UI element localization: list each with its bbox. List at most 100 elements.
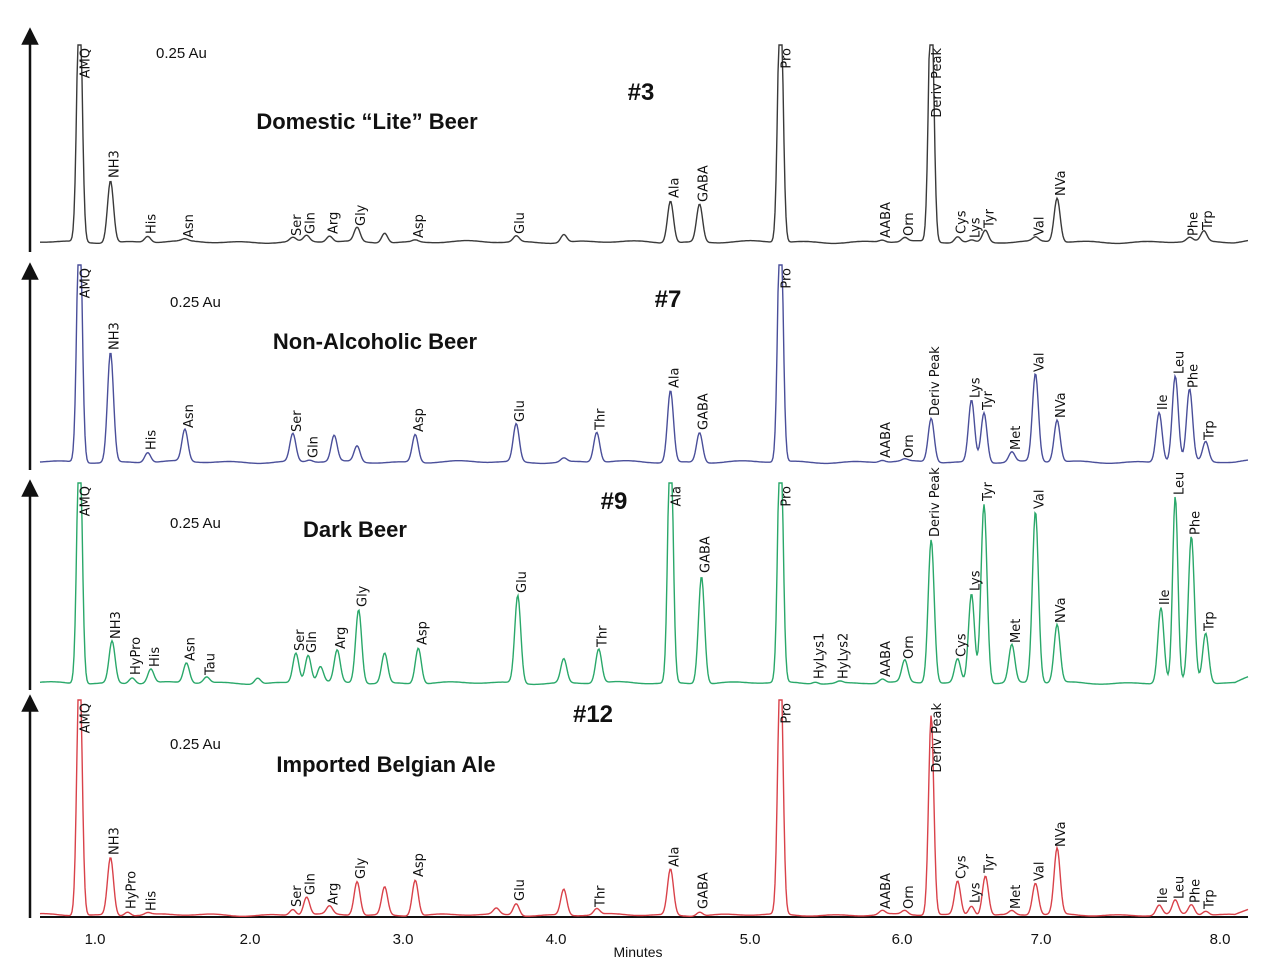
x-tick-label: 6.0 xyxy=(892,931,913,948)
peak-label: Ala xyxy=(667,368,682,388)
x-tick-label: 5.0 xyxy=(740,931,761,948)
peak-label: NVa xyxy=(1054,392,1069,418)
peak-label: AABA xyxy=(879,202,894,238)
peak-label: Cys xyxy=(955,633,970,657)
scale-label-2: 0.25 Au xyxy=(170,294,221,311)
peak-label: NVa xyxy=(1054,597,1069,623)
peak-label: Lys xyxy=(969,882,984,903)
panel-title-4: Imported Belgian Ale xyxy=(276,752,495,777)
panel-labels: 0.25 Au Domestic “Lite” Beer #3 0.25 Au … xyxy=(156,45,681,960)
peak-label: Phe xyxy=(1187,212,1202,236)
peak-label: His xyxy=(148,647,163,667)
peak-label: Ala xyxy=(667,178,682,198)
peak-label: Deriv Peak xyxy=(930,703,945,773)
trace-2 xyxy=(39,264,1249,465)
trace-1 xyxy=(40,44,1249,245)
peak-label: Deriv Peak xyxy=(930,48,945,118)
panel-title-2: Non-Alcoholic Beer xyxy=(273,329,478,354)
peak-label: Ile xyxy=(1156,395,1171,410)
peak-label: Glu xyxy=(513,879,528,901)
x-tick-label: 1.0 xyxy=(85,931,106,948)
x-tick-label: 3.0 xyxy=(393,931,414,948)
peak-label: Lys xyxy=(969,217,984,238)
peak-label: Thr xyxy=(596,625,611,648)
panel-number-2: #7 xyxy=(655,286,682,313)
x-tick-labels: 1.0 2.0 3.0 4.0 5.0 6.0 7.0 8.0 xyxy=(85,931,1231,948)
peak-label: Ser xyxy=(290,214,305,236)
peak-label: Ala xyxy=(667,847,682,867)
peak-label: Tyr xyxy=(981,481,996,502)
peak-label: Met xyxy=(1009,426,1024,450)
peak-label: Pro xyxy=(779,703,794,724)
peak-label: Ser xyxy=(293,629,308,651)
peak-label: Gln xyxy=(304,873,319,895)
peak-label: Met xyxy=(1009,885,1024,909)
peak-label: Ala xyxy=(669,486,684,506)
peak-label: Orn xyxy=(902,885,917,909)
peak-label: GABA xyxy=(697,165,712,202)
peak-label: Deriv Peak xyxy=(928,346,943,416)
peak-label: Asp xyxy=(412,408,427,432)
peak-label: AMQ xyxy=(79,48,94,78)
peak-label: Orn xyxy=(902,635,917,659)
x-tick-label: 8.0 xyxy=(1210,931,1231,948)
x-axis-label: Minutes xyxy=(613,944,662,960)
peak-label: Asn xyxy=(182,214,197,238)
scale-label-1: 0.25 Au xyxy=(156,45,207,62)
x-tick-label: 4.0 xyxy=(546,931,567,948)
peak-label: AABA xyxy=(879,641,894,677)
peak-label: Gly xyxy=(356,585,371,607)
peak-label: Gln xyxy=(305,631,320,653)
scale-label-3: 0.25 Au xyxy=(170,515,221,532)
peak-label: GABA xyxy=(697,393,712,430)
peak-label: Asp xyxy=(412,214,427,238)
peak-label: Asp xyxy=(412,853,427,877)
peak-label: NVa xyxy=(1054,821,1069,847)
peak-label: Deriv Peak xyxy=(928,467,943,537)
peak-label: Val xyxy=(1032,217,1047,236)
peak-label: NH3 xyxy=(108,150,123,178)
peak-label: Ser xyxy=(290,410,305,432)
peak-label: His xyxy=(145,430,160,450)
peak-label: His xyxy=(145,214,160,234)
peak-label: AABA xyxy=(879,422,894,458)
peak-label: Leu xyxy=(1172,876,1187,899)
peak-label: Glu xyxy=(515,571,530,593)
scale-label-4: 0.25 Au xyxy=(170,736,221,753)
peak-label: AABA xyxy=(879,873,894,909)
peak-label: Trp xyxy=(1203,889,1218,910)
peak-label: Cys xyxy=(955,210,970,234)
peak-label: Orn xyxy=(902,212,917,236)
peak-label: Gln xyxy=(304,212,319,234)
peak-label: HyLys1 xyxy=(812,633,827,679)
peak-label: NH3 xyxy=(108,827,123,855)
peak-label: Arg xyxy=(327,883,342,905)
peak-label: Asn xyxy=(182,404,197,428)
peak-label: Gly xyxy=(354,204,369,226)
peak-label: Thr xyxy=(594,408,609,431)
peak-label: Leu xyxy=(1172,472,1187,495)
peak-label: Val xyxy=(1032,490,1047,509)
trace-3 xyxy=(39,482,1249,686)
trace-4 xyxy=(39,699,1249,917)
peak-label: Pro xyxy=(779,48,794,69)
peak-label: Phe xyxy=(1188,511,1203,535)
peak-label: Cys xyxy=(955,855,970,879)
peak-label: AMQ xyxy=(79,486,94,516)
peak-label: Ser xyxy=(290,885,305,907)
peak-label: Ile xyxy=(1156,888,1171,903)
peak-label: Met xyxy=(1009,619,1024,643)
x-tick-label: 7.0 xyxy=(1031,931,1052,948)
panel-number-1: #3 xyxy=(628,79,655,106)
peak-label: GABA xyxy=(697,872,712,909)
panel-title-3: Dark Beer xyxy=(303,517,407,542)
peak-label: HyPro xyxy=(125,871,140,909)
peak-label: Phe xyxy=(1188,879,1203,903)
peak-label: Trp xyxy=(1203,420,1218,441)
peak-label: HyLys2 xyxy=(837,633,852,679)
axes xyxy=(21,27,1248,918)
peak-label: NH3 xyxy=(108,322,123,350)
peak-label: Thr xyxy=(594,885,609,908)
